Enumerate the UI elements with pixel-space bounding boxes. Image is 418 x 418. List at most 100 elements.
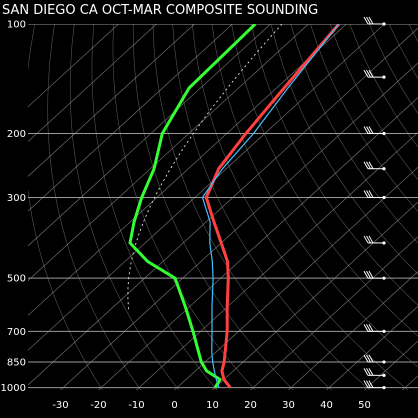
wind-barb-feather: [363, 368, 369, 376]
wind-barb-feather: [368, 161, 374, 169]
wind-barb-station: [382, 131, 386, 136]
isotherm-line: [28, 24, 195, 177]
wind-barb-station: [382, 386, 386, 390]
wind-barb-feather: [368, 126, 374, 134]
dry-adiabat-line: [47, 24, 142, 390]
isotherm-line: [28, 24, 347, 316]
wind-barb-feather: [363, 69, 369, 78]
wind-barb-feather: [366, 380, 371, 388]
temperature-tick-label: 10: [206, 400, 219, 411]
wind-barb-station: [382, 276, 386, 280]
pressure-tick-label: 200: [7, 129, 26, 140]
wind-barb-feather: [366, 368, 371, 376]
wind-barb-feather: [366, 16, 371, 25]
wind-barb-feather: [368, 16, 374, 25]
isotherm-line: [28, 24, 119, 108]
dry-adiabat-line: [290, 24, 418, 244]
dry-adiabat-line: [270, 24, 418, 275]
isotherm-line: [136, 131, 418, 390]
isotherm-line: [174, 166, 418, 390]
dry-adiabat-line: [172, 24, 370, 390]
wind-barb-station: [382, 75, 386, 79]
dashed-reference-line: [127, 24, 283, 313]
wind-barb-feather: [368, 380, 374, 388]
wind-barb-feather: [363, 126, 369, 134]
temperature-tick-label: -10: [128, 400, 144, 411]
wind-barb-feather: [363, 16, 369, 25]
pressure-tick-label: 850: [7, 357, 26, 368]
temperature-tick-label: 30: [282, 400, 295, 411]
wind-barb-feather: [368, 324, 374, 332]
wind-barb-feather: [363, 354, 369, 363]
dry-adiabat-line: [251, 24, 418, 306]
isotherm-line: [212, 201, 418, 390]
isotherm-line: [28, 24, 309, 282]
wind-barb-feather: [366, 270, 371, 279]
temperature-tick-label: 20: [244, 400, 257, 411]
wind-barb-feather: [368, 270, 374, 279]
wind-barb-feather: [366, 161, 371, 169]
wind-barb-station: [382, 373, 386, 377]
temperature-tick-label: -20: [90, 400, 106, 411]
isotherm-line: [28, 24, 157, 143]
wind-barb-feather: [366, 354, 371, 363]
wind-barb-station: [382, 167, 386, 171]
wind-barb-feather: [363, 380, 369, 388]
wind-barb-station: [382, 329, 386, 333]
temperature-tick-label: 40: [320, 400, 333, 411]
temperature-tick-label: 0: [171, 400, 177, 411]
wind-barbs: [363, 16, 386, 390]
axes-labels: 100 200 300 500 700 850 1000 -30 -20 -10 0 10 20 30 40…: [1, 20, 371, 412]
wind-barb-feather: [368, 368, 374, 376]
isotherm-line: [28, 24, 385, 351]
wind-barb-station: [382, 360, 386, 364]
pressure-tick-label: 1000: [1, 383, 26, 394]
wind-barb-feather: [363, 161, 369, 169]
dry-adiabat-line: [192, 24, 409, 390]
wind-barb-station: [382, 241, 386, 245]
temperature-line: [204, 24, 341, 389]
dry-adiabat-line: [231, 24, 418, 337]
temperature-tick-label: 50: [358, 400, 371, 411]
dry-adiabat-line: [211, 24, 418, 368]
sounding-lines: [128, 24, 341, 389]
isotherm-line: [326, 305, 418, 390]
isotherm-line: [28, 24, 271, 247]
wind-barb-feather: [366, 324, 371, 332]
chart-title: SAN DIEGO CA OCT-MAR COMPOSITE SOUNDING: [2, 3, 318, 18]
wind-barb-feather: [363, 324, 369, 332]
dry-adiabat-line: [329, 24, 418, 181]
wind-barb-station: [382, 22, 386, 26]
wind-barb-station: [382, 195, 386, 200]
wind-barb-feather: [366, 235, 371, 244]
grid-lines: [28, 24, 418, 390]
parcel-line: [201, 24, 340, 388]
wind-barb-feather: [368, 190, 374, 198]
wind-barb-feather: [363, 190, 369, 198]
isotherm-line: [28, 24, 233, 212]
isotherm-line: [60, 62, 418, 390]
wind-barb-feather: [368, 354, 374, 363]
wind-barb-feather: [363, 235, 369, 244]
dry-adiabat-line: [69, 24, 180, 390]
pressure-tick-label: 700: [7, 327, 26, 338]
dry-adiabat-line: [310, 24, 418, 213]
dry-adiabat-line: [28, 24, 103, 390]
temperature-tick-label: -30: [52, 400, 68, 411]
wind-barb-feather: [366, 126, 371, 134]
wind-barb-feather: [366, 190, 371, 198]
wind-barb-feather: [368, 235, 374, 244]
dewpoint-line: [128, 24, 257, 389]
pressure-tick-label: 300: [7, 193, 26, 204]
pressure-tick-label: 500: [7, 274, 26, 285]
wind-barb-feather: [363, 270, 369, 279]
isotherm-line: [250, 236, 418, 390]
isotherm-line: [98, 97, 418, 390]
pressure-tick-label: 100: [7, 20, 26, 31]
dry-adiabat-line: [91, 24, 218, 390]
wind-barb-feather: [368, 69, 374, 78]
isotherm-line: [288, 271, 418, 390]
wind-barb-feather: [366, 69, 371, 78]
dry-adiabat-line: [152, 24, 332, 390]
